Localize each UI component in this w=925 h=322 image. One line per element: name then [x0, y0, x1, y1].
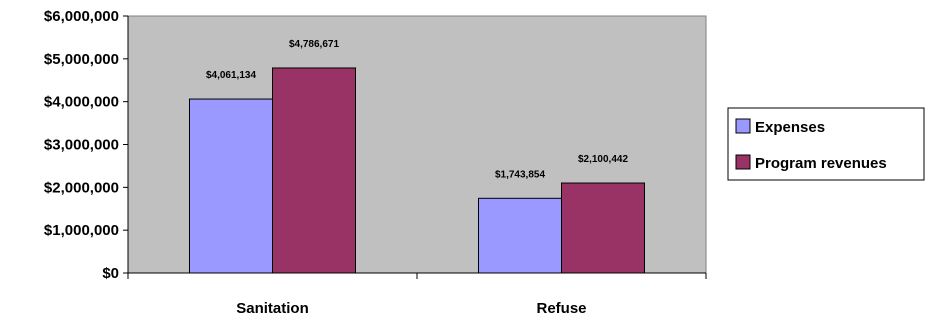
legend-swatch-program-revenues	[735, 154, 751, 170]
x-axis: Sanitation Refuse	[127, 272, 707, 317]
legend-box	[727, 107, 925, 181]
y-tick-label: $1,000,000	[44, 222, 119, 239]
y-axis: $0 $1,000,000 $2,000,000 $3,000,000 $4,000,0…	[44, 8, 129, 282]
bar-program-revenues-refuse	[561, 182, 645, 274]
y-tick-label: $4,000,000	[44, 94, 119, 111]
data-labels: $4,061,134 $4,786,671 $1,743,854 $2,100,442	[206, 39, 628, 180]
y-tick-label: $5,000,000	[44, 51, 119, 68]
bar-expenses-refuse	[478, 197, 562, 274]
data-label-expenses-refuse: $1,743,854	[495, 169, 545, 180]
data-label-program-revenues-sanitation: $4,786,671	[289, 39, 339, 50]
legend-label-program-revenues: Program revenues	[755, 155, 887, 172]
data-label-program-revenues-refuse: $2,100,442	[578, 154, 628, 165]
category-label-refuse: Refuse	[536, 300, 586, 317]
y-tick-label: $2,000,000	[44, 179, 119, 196]
legend-swatch-expenses	[735, 118, 751, 134]
bar-program-revenues-sanitation	[272, 67, 356, 274]
y-tick-label: $6,000,000	[44, 8, 119, 25]
y-tick-label: $0	[102, 265, 119, 282]
bars	[189, 67, 645, 274]
legend: Expenses Program revenues	[727, 107, 925, 181]
y-tick-label: $3,000,000	[44, 137, 119, 154]
category-label-sanitation: Sanitation	[236, 300, 309, 317]
bar-expenses-sanitation	[189, 98, 273, 274]
data-label-expenses-sanitation: $4,061,134	[206, 70, 256, 81]
legend-label-expenses: Expenses	[755, 119, 825, 136]
